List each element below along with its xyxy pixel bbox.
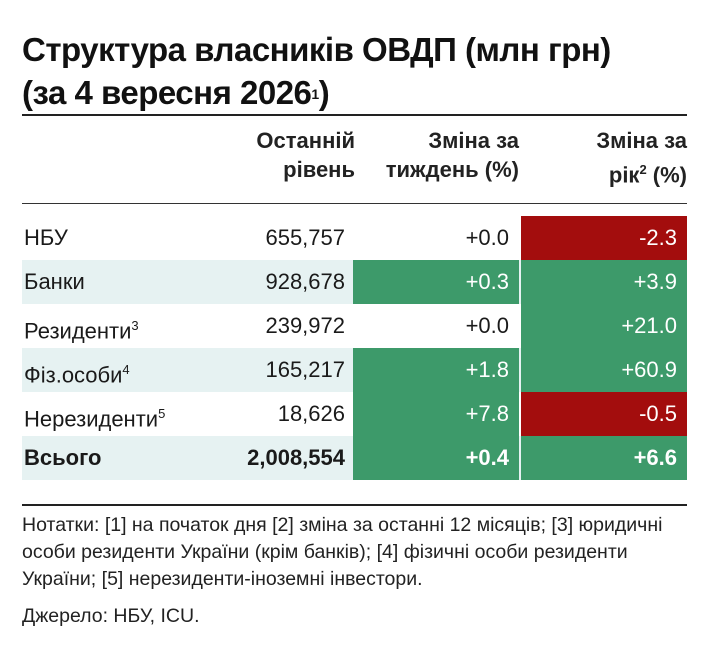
row-label-text: Всього: [24, 445, 102, 470]
column-header-year-text: рік: [608, 162, 640, 188]
column-header-year-line2: рік2 (%): [521, 155, 687, 189]
row-label-footnote: 4: [122, 362, 130, 377]
year-change-cell: -2.3: [521, 216, 687, 260]
column-header-level-line2: рівень: [283, 157, 355, 182]
row-label: НБУ: [22, 216, 242, 260]
week-change-cell: +7.8: [353, 392, 519, 436]
row-label: Резиденти3: [22, 304, 242, 348]
title-footnote-mark: 1: [311, 86, 319, 102]
level-value: 2,008,554: [247, 445, 345, 470]
page-title: Структура власників ОВДП (млн грн) (за 4…: [22, 28, 692, 114]
column-header-week: Зміна за тиждень (%): [353, 126, 519, 184]
column-header-year-footnote: 2: [639, 162, 647, 177]
table-row: Всього 2,008,554 +0.4 +6.6: [22, 436, 687, 480]
title-line-2-text: (за 4 вересня 2026: [22, 74, 312, 111]
level-value: 165,217: [265, 357, 345, 382]
column-header-year-tail: (%): [646, 162, 687, 188]
data-table: НБУ 655,757 +0.0 -2.3 Банки 928,678 +0.3 +3.9 Ре…: [22, 216, 687, 480]
row-label-text: НБУ: [24, 225, 68, 250]
bottom-rule: [22, 504, 687, 506]
table-row: Нерезиденти5 18,626 +7.8 -0.5: [22, 392, 687, 436]
row-label-footnote: 5: [158, 406, 166, 421]
row-label: Фіз.особи4: [22, 348, 242, 392]
source-note: Джерело: НБУ, ICU.: [22, 605, 200, 627]
column-header-level-line1: Останній: [256, 128, 355, 153]
footnotes: Нотатки: [1] на початок дня [2] зміна за…: [22, 514, 663, 590]
column-header-week-line2: тиждень (%): [385, 157, 519, 182]
week-change-cell: +0.3: [353, 260, 519, 304]
row-label: Нерезиденти5: [22, 392, 242, 436]
year-change-cell: +21.0: [521, 304, 687, 348]
row-label: Банки: [22, 260, 242, 304]
year-change-cell: -0.5: [521, 392, 687, 436]
row-label-footnote: 3: [131, 318, 139, 333]
title-line-2: (за 4 вересня 20261): [22, 71, 692, 114]
title-line-2-close: ): [318, 74, 330, 111]
column-header-week-line1: Зміна за: [428, 128, 519, 153]
year-change-cell: +3.9: [521, 260, 687, 304]
year-change-cell: +6.6: [521, 436, 687, 480]
week-change-cell: +0.0: [465, 313, 509, 338]
row-label-text: Резиденти: [24, 318, 132, 344]
table-row: НБУ 655,757 +0.0 -2.3: [22, 216, 687, 260]
row-label: Всього: [22, 436, 242, 480]
week-change-cell: +0.0: [465, 225, 509, 250]
column-header-year: Зміна за рік2 (%): [521, 126, 687, 189]
table-row: Банки 928,678 +0.3 +3.9: [22, 260, 687, 304]
level-value: 928,678: [265, 269, 345, 294]
title-line-1: Структура власників ОВДП (млн грн): [22, 31, 611, 68]
level-value: 239,972: [265, 313, 345, 338]
week-change-cell: +1.8: [353, 348, 519, 392]
column-header-level: Останній рівень: [242, 126, 355, 184]
column-header-year-line1: Зміна за: [596, 128, 687, 153]
top-rule: [22, 114, 687, 116]
table-row: Фіз.особи4 165,217 +1.8 +60.9: [22, 348, 687, 392]
row-label-text: Фіз.особи: [24, 362, 123, 388]
week-change-cell: +0.4: [353, 436, 519, 480]
row-label-text: Банки: [24, 269, 85, 294]
header-rule: [22, 203, 687, 204]
row-label-text: Нерезиденти: [24, 406, 159, 432]
level-value: 655,757: [265, 225, 345, 250]
table-row: Резиденти3 239,972 +0.0 +21.0: [22, 304, 687, 348]
year-change-cell: +60.9: [521, 348, 687, 392]
level-value: 18,626: [277, 401, 345, 426]
